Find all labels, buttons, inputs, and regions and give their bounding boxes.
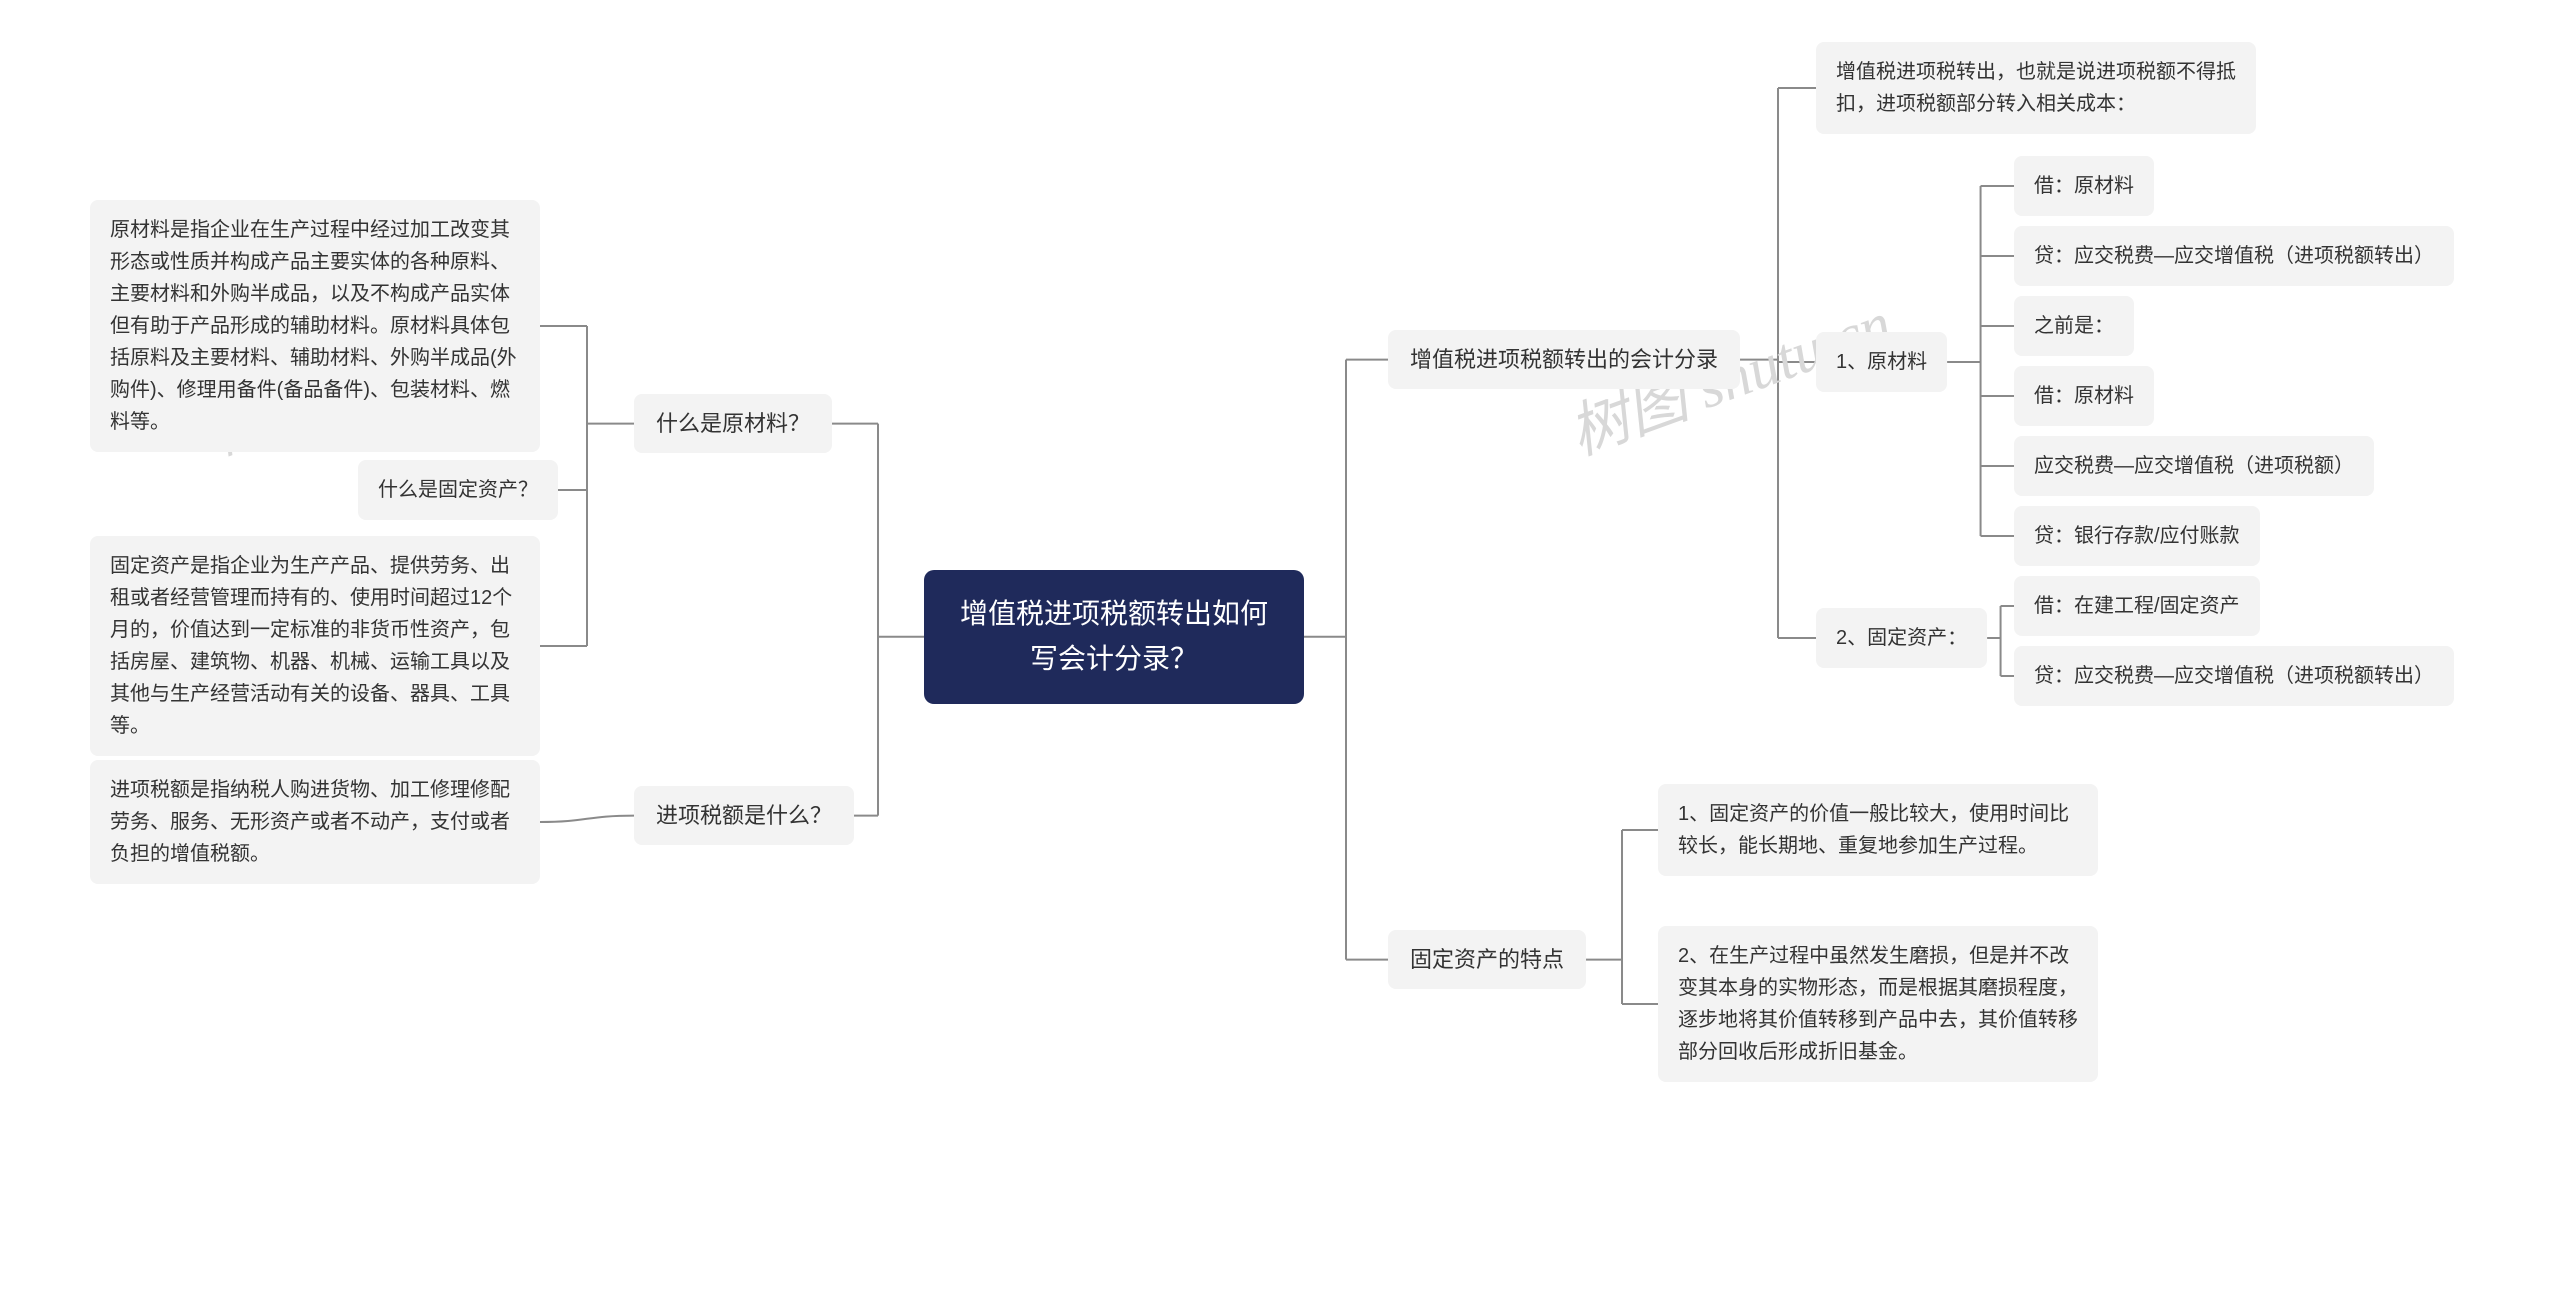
branch-what-is-input-tax: 进项税额是什么？: [634, 786, 854, 845]
entry-dr-raw-material-2: 借：原材料: [2014, 366, 2154, 426]
entry-before: 之前是：: [2014, 296, 2134, 356]
root-line1: 增值税进项税额转出如何: [960, 598, 1268, 629]
branch-vat-entry: 增值税进项税额转出的会计分录: [1388, 330, 1740, 389]
entry-dr-cip: 借：在建工程/固定资产: [2014, 576, 2260, 636]
leaf-what-is-fixed-asset: 什么是固定资产？: [358, 460, 558, 520]
leaf-input-tax-def: 进项税额是指纳税人购进货物、加工修理修配劳务、服务、无形资产或者不动产，支付或者…: [90, 760, 540, 884]
group-fixed-asset: 2、固定资产：: [1816, 608, 1987, 668]
leaf-feature-1: 1、固定资产的价值一般比较大，使用时间比较长，能长期地、重复地参加生产过程。: [1658, 784, 2098, 876]
leaf-fixed-asset-def: 固定资产是指企业为生产产品、提供劳务、出租或者经营管理而持有的、使用时间超过12…: [90, 536, 540, 756]
leaf-raw-material-def: 原材料是指企业在生产过程中经过加工改变其形态或性质并构成产品主要实体的各种原料、…: [90, 200, 540, 452]
entry-cr-bank: 贷：银行存款/应付账款: [2014, 506, 2260, 566]
root-node: 增值税进项税额转出如何 写会计分录？: [924, 570, 1304, 704]
entry-dr-raw-material: 借：原材料: [2014, 156, 2154, 216]
entry-vat-input: 应交税费—应交增值税（进项税额）: [2014, 436, 2374, 496]
leaf-vat-intro: 增值税进项税转出，也就是说进项税额不得抵扣，进项税额部分转入相关成本：: [1816, 42, 2256, 134]
branch-what-is-raw-material: 什么是原材料？: [634, 394, 832, 453]
entry-cr-vat-out: 贷：应交税费—应交增值税（进项税额转出）: [2014, 226, 2454, 286]
entry-cr-vat-out-2: 贷：应交税费—应交增值税（进项税额转出）: [2014, 646, 2454, 706]
leaf-feature-2: 2、在生产过程中虽然发生磨损，但是并不改变其本身的实物形态，而是根据其磨损程度，…: [1658, 926, 2098, 1082]
root-line2: 写会计分录？: [1030, 643, 1198, 674]
branch-fixed-asset-features: 固定资产的特点: [1388, 930, 1586, 989]
group-raw-material: 1、原材料: [1816, 332, 1947, 392]
